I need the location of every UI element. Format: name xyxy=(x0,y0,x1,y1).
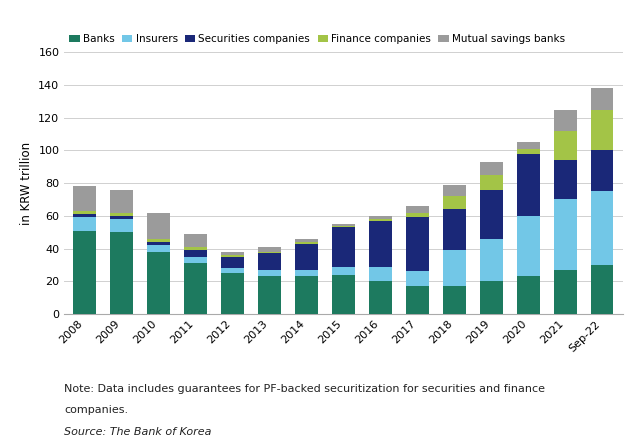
Bar xyxy=(406,218,429,271)
Bar xyxy=(148,213,169,239)
Bar xyxy=(148,252,169,314)
Bar xyxy=(517,276,539,314)
Bar xyxy=(73,218,96,231)
Bar xyxy=(184,234,207,247)
Bar xyxy=(148,245,169,252)
Bar xyxy=(444,286,465,314)
Bar xyxy=(406,286,429,314)
Bar xyxy=(480,175,503,190)
Bar xyxy=(258,252,281,253)
Bar xyxy=(554,109,577,131)
Text: Source: The Bank of Korea: Source: The Bank of Korea xyxy=(64,427,212,436)
Bar xyxy=(110,232,133,314)
Bar xyxy=(110,190,133,212)
Bar xyxy=(73,231,96,314)
Bar xyxy=(369,266,392,281)
Bar xyxy=(517,153,539,216)
Bar xyxy=(480,239,503,281)
Bar xyxy=(148,242,169,245)
Bar xyxy=(73,187,96,211)
Bar xyxy=(369,219,392,221)
Bar xyxy=(554,200,577,270)
Bar xyxy=(73,211,96,214)
Bar xyxy=(295,242,318,244)
Bar xyxy=(591,265,614,314)
Bar xyxy=(221,273,243,314)
Bar xyxy=(517,142,539,149)
Legend: Banks, Insurers, Securities companies, Finance companies, Mutual savings banks: Banks, Insurers, Securities companies, F… xyxy=(69,34,565,44)
Bar xyxy=(591,109,614,150)
Bar xyxy=(554,160,577,200)
Bar xyxy=(148,238,169,242)
Bar xyxy=(369,221,392,266)
Bar xyxy=(184,257,207,263)
Bar xyxy=(444,185,465,196)
Bar xyxy=(517,149,539,153)
Bar xyxy=(554,270,577,314)
Bar xyxy=(333,266,354,275)
Bar xyxy=(110,219,133,232)
Bar xyxy=(73,214,96,218)
Bar xyxy=(480,281,503,314)
Bar xyxy=(333,224,354,226)
Bar xyxy=(480,162,503,175)
Bar xyxy=(295,270,318,276)
Bar xyxy=(258,247,281,252)
Bar xyxy=(221,268,243,273)
Bar xyxy=(295,276,318,314)
Bar xyxy=(295,238,318,242)
Bar xyxy=(295,244,318,270)
Bar xyxy=(406,271,429,286)
Bar xyxy=(333,226,354,227)
Bar xyxy=(591,88,614,109)
Bar xyxy=(110,216,133,219)
Bar xyxy=(406,206,429,212)
Bar xyxy=(591,150,614,191)
Text: companies.: companies. xyxy=(64,405,128,416)
Y-axis label: in KRW trillion: in KRW trillion xyxy=(20,142,33,225)
Bar xyxy=(184,263,207,314)
Text: Note: Data includes guarantees for PF-backed securitization for securities and f: Note: Data includes guarantees for PF-ba… xyxy=(64,384,545,394)
Bar xyxy=(258,253,281,270)
Bar xyxy=(333,275,354,314)
Bar xyxy=(517,216,539,276)
Bar xyxy=(369,216,392,219)
Bar xyxy=(110,212,133,216)
Bar xyxy=(221,255,243,257)
Bar xyxy=(480,190,503,239)
Bar xyxy=(221,257,243,268)
Bar xyxy=(444,196,465,209)
Bar xyxy=(554,131,577,160)
Bar xyxy=(258,276,281,314)
Bar xyxy=(406,212,429,218)
Bar xyxy=(591,191,614,265)
Bar xyxy=(184,247,207,250)
Bar xyxy=(258,270,281,276)
Bar xyxy=(221,252,243,255)
Bar xyxy=(184,250,207,257)
Bar xyxy=(444,250,465,286)
Bar xyxy=(369,281,392,314)
Bar xyxy=(333,227,354,266)
Bar xyxy=(444,209,465,250)
